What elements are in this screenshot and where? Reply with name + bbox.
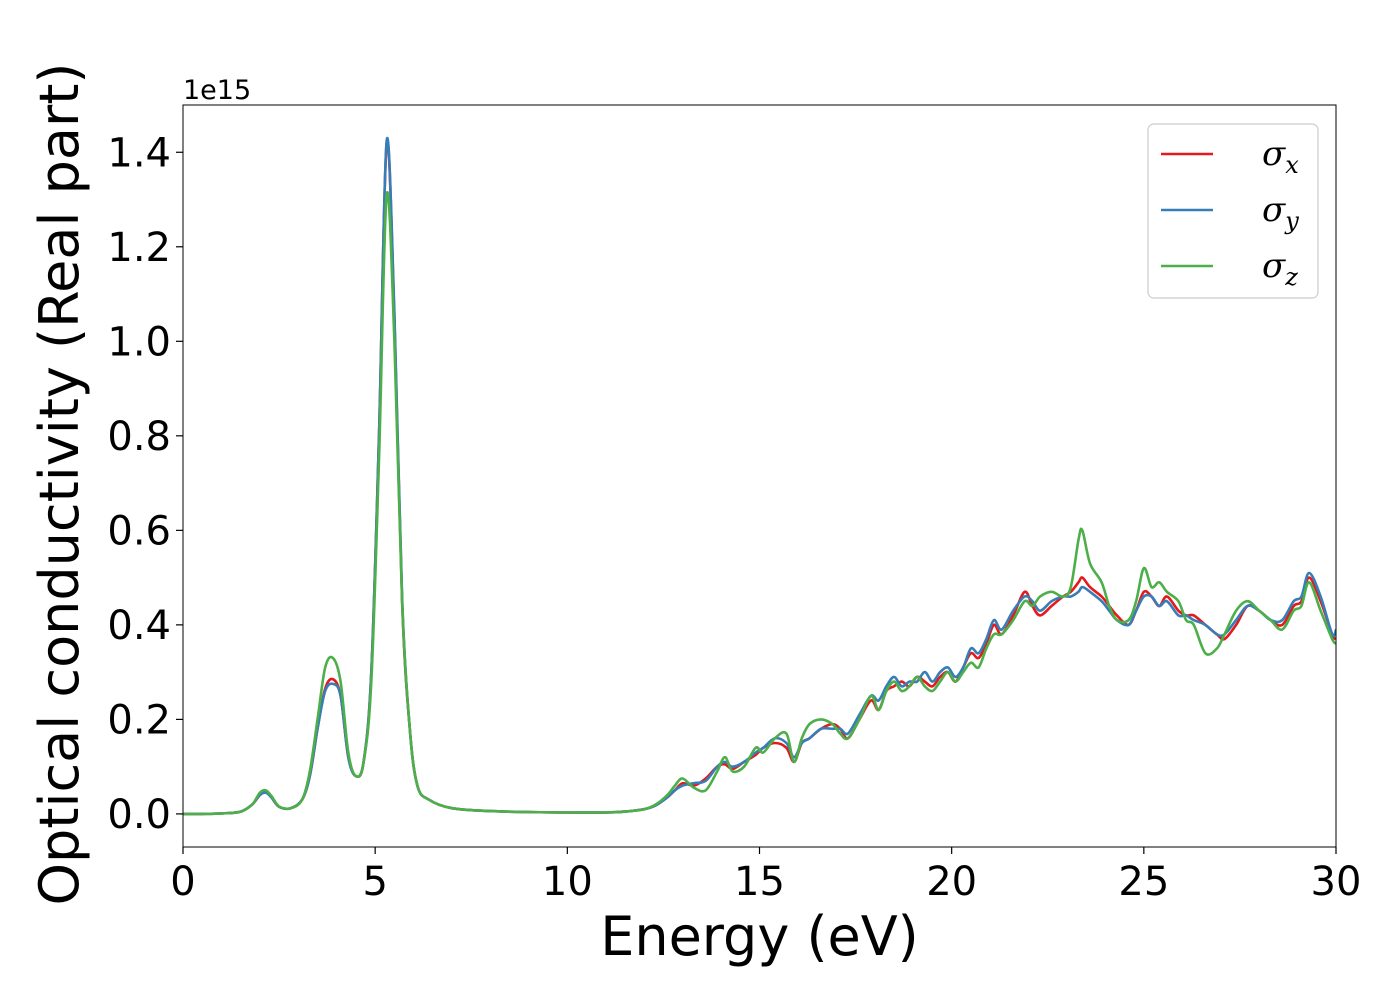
x-tick-label: 15	[734, 859, 785, 905]
y-offset-label: 1e15	[183, 75, 251, 106]
y-tick-label: 0.6	[107, 508, 171, 554]
y-tick-label: 1.0	[107, 319, 171, 365]
x-tick-label: 30	[1311, 859, 1362, 905]
legend-label-x: σx	[1262, 134, 1299, 179]
y-tick-label: 0.4	[107, 603, 171, 649]
legend-box	[1147, 123, 1319, 299]
series-line-z	[183, 191, 1336, 816]
y-tick-label: 0.8	[107, 414, 171, 460]
x-tick-label: 20	[926, 859, 977, 905]
legend-label-y: σy	[1262, 190, 1299, 235]
legend-label-z: σz	[1262, 246, 1298, 291]
x-tick-label: 10	[542, 859, 593, 905]
y-axis-ticks: 0.0 0.2 0.4 0.6 0.8 1.0 1.2 1.4	[107, 130, 183, 838]
x-axis-ticks: 0 5 10 15 20 25 30	[170, 847, 1361, 905]
legend: σx σy σz	[1147, 123, 1319, 299]
x-tick-label: 25	[1118, 859, 1169, 905]
x-axis-title: Energy (eV)	[600, 905, 919, 968]
y-tick-label: 0.2	[107, 697, 171, 743]
y-tick-label: 1.2	[107, 225, 171, 271]
y-tick-label: 1.4	[107, 130, 171, 176]
series-layer	[183, 136, 1336, 816]
x-tick-label: 5	[362, 859, 387, 905]
x-tick-label: 0	[170, 859, 195, 905]
y-tick-label: 0.0	[107, 792, 171, 838]
y-axis-title: Optical conductivity (Real part)	[28, 63, 91, 906]
